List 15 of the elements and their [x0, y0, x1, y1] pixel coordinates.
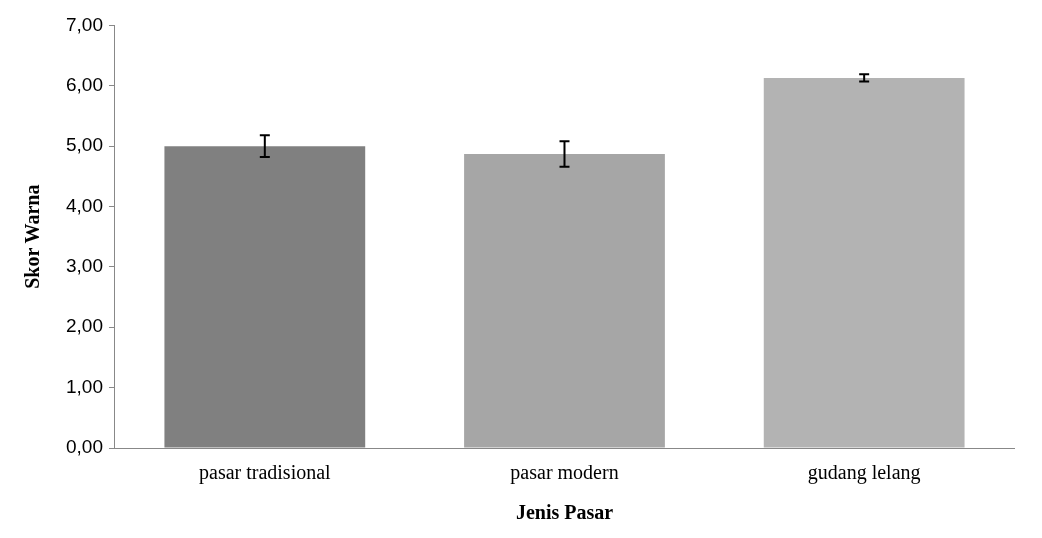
y-tick-label: 6,00 [66, 74, 103, 96]
x-axis-title: Jenis Pasar [515, 501, 614, 524]
bar [763, 77, 965, 448]
y-axis-title: Skor Warna [21, 184, 44, 289]
y-tick-label: 3,00 [66, 255, 103, 277]
x-tick-label: pasar modern [510, 461, 619, 485]
x-tick-label: gudang lelang [807, 461, 921, 485]
y-tick-label: 0,00 [66, 436, 103, 458]
y-tick-label: 5,00 [66, 134, 103, 156]
y-tick-label: 2,00 [66, 315, 103, 337]
bar [464, 153, 665, 448]
y-tick-label: 1,00 [66, 375, 103, 397]
y-tick-label: 7,00 [66, 13, 103, 35]
x-tick-label: pasar tradisional [199, 461, 332, 485]
y-tick-label: 4,00 [66, 194, 103, 216]
